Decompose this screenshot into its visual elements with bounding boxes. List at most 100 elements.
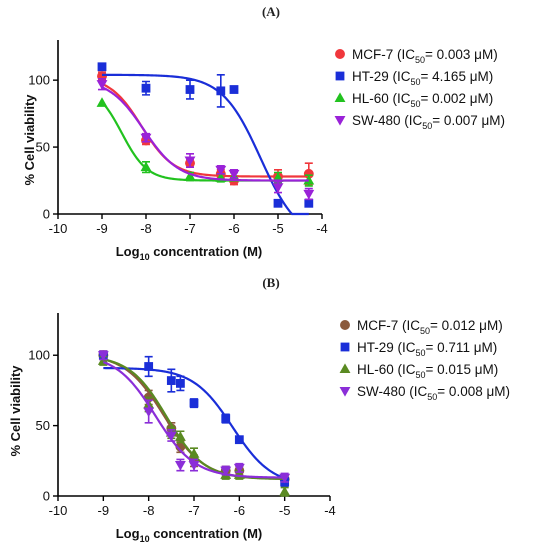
data-point	[273, 198, 283, 208]
data-point	[304, 198, 314, 208]
data-point	[215, 165, 227, 176]
series-ht-29	[97, 62, 314, 216]
data-point	[97, 62, 107, 72]
legend-item-ht-29: HT-29 (IC50= 0.711 μM)	[340, 340, 497, 358]
legend-label: MCF-7 (IC50= 0.003 μM)	[352, 47, 498, 65]
x-tick-label: -4	[324, 503, 336, 518]
data-point	[234, 435, 244, 445]
y-tick-label: 100	[28, 348, 50, 363]
data-point	[174, 431, 186, 441]
legend-item-sw-480: SW-480 (IC50= 0.007 μM)	[334, 113, 505, 131]
data-point	[188, 448, 200, 458]
plot-area: -10 -9 -8 -7 -6 -5 -4 0 50 100	[28, 313, 336, 518]
data-point	[176, 378, 185, 388]
y-tick-label: 0	[43, 489, 50, 504]
data-point	[165, 431, 177, 442]
fit-curve	[101, 82, 309, 178]
legend-label: HT-29 (IC50= 0.711 μM)	[357, 340, 497, 358]
legend-item-mcf-7: MCF-7 (IC50= 0.003 μM)	[335, 47, 498, 65]
series-sw-480	[96, 78, 315, 201]
legend-marker	[339, 387, 351, 397]
data-point	[279, 486, 291, 496]
data-point	[228, 169, 240, 180]
data-point	[166, 376, 176, 385]
panel-a: (A) -10 -9 -8 -7 -6 -5 -4 0 50 100 % Cell viabili…	[22, 4, 505, 262]
series-mcf-7	[97, 71, 314, 186]
data-point	[233, 463, 245, 474]
data-point	[189, 398, 199, 408]
data-point	[96, 80, 108, 90]
fit-curve	[101, 86, 309, 182]
x-tick-label: -7	[188, 503, 200, 518]
data-point	[303, 168, 314, 179]
x-axis-title: Log10 concentration (M)	[116, 526, 263, 543]
x-tick-label: -9	[98, 503, 110, 518]
legend-label: HL-60 (IC50= 0.002 μM)	[352, 91, 493, 109]
data-point	[220, 466, 232, 477]
legend-marker	[334, 92, 346, 102]
legend-marker	[340, 342, 350, 352]
x-tick-label: -6	[228, 221, 240, 236]
data-point	[279, 473, 291, 484]
legend-marker	[339, 363, 351, 373]
data-point	[229, 85, 239, 94]
x-tick-label: -4	[316, 221, 328, 236]
data-point	[272, 183, 284, 193]
plot-area: -10 -9 -8 -7 -6 -5 -4 0 50 100	[28, 40, 328, 236]
data-point	[221, 414, 231, 423]
data-point	[216, 86, 226, 96]
legend: MCF-7 (IC50= 0.012 μM) HT-29 (IC50= 0.711…	[339, 318, 510, 402]
data-point	[143, 407, 155, 418]
legend-marker	[334, 116, 346, 126]
x-tick-label: -5	[279, 503, 291, 518]
y-tick-label: 50	[36, 140, 50, 155]
y-tick-label: 50	[36, 418, 50, 433]
data-point	[144, 362, 154, 371]
data-point	[303, 189, 315, 200]
legend-label: MCF-7 (IC50= 0.012 μM)	[357, 318, 503, 336]
data-point	[188, 461, 200, 471]
data-point	[185, 85, 195, 94]
panel-label: (B)	[262, 275, 279, 290]
legend-item-mcf-7: MCF-7 (IC50= 0.012 μM)	[340, 318, 503, 336]
x-tick-label: -8	[143, 503, 155, 518]
x-tick-label: -7	[184, 221, 196, 236]
data-point	[184, 156, 196, 167]
panel-b: (B) -10 -9 -8 -7 -6 -5 -4 0 50 100 % Cell viabili…	[8, 275, 510, 543]
legend-label: HL-60 (IC50= 0.015 μM)	[357, 362, 498, 380]
x-axis-title: Log10 concentration (M)	[116, 244, 263, 262]
legend-item-ht-29: HT-29 (IC50= 4.165 μM)	[335, 69, 493, 87]
x-tick-label: -8	[140, 221, 152, 236]
legend-marker	[340, 320, 350, 330]
series-ht-29	[98, 350, 290, 487]
series-sw-480	[97, 350, 291, 484]
x-tick-label: -10	[49, 221, 68, 236]
y-axis-title: % Cell viability	[22, 94, 37, 186]
data-point	[140, 161, 152, 172]
legend-item-hl-60: HL-60 (IC50= 0.015 μM)	[339, 362, 498, 380]
legend-item-hl-60: HL-60 (IC50= 0.002 μM)	[334, 91, 493, 109]
legend-label: SW-480 (IC50= 0.007 μM)	[352, 113, 505, 131]
legend-label: SW-480 (IC50= 0.008 μM)	[357, 384, 510, 402]
y-tick-label: 0	[43, 207, 50, 222]
x-tick-label: -9	[96, 221, 108, 236]
data-point	[184, 170, 196, 181]
legend-label: HT-29 (IC50= 4.165 μM)	[352, 69, 493, 87]
legend: MCF-7 (IC50= 0.003 μM) HT-29 (IC50= 4.165…	[334, 47, 505, 131]
legend-marker	[335, 49, 345, 59]
fit-curve	[103, 366, 286, 480]
data-point	[140, 133, 152, 144]
x-tick-label: -5	[272, 221, 284, 236]
x-tick-label: -6	[234, 503, 246, 518]
y-tick-label: 100	[28, 73, 50, 88]
legend-item-sw-480: SW-480 (IC50= 0.008 μM)	[339, 384, 510, 402]
panel-label: (A)	[262, 4, 280, 19]
data-point	[141, 83, 151, 93]
data-point	[96, 97, 108, 107]
data-point	[174, 461, 186, 471]
fit-curve	[102, 73, 309, 216]
legend-marker	[335, 71, 345, 81]
y-axis-title: % Cell viability	[8, 365, 23, 457]
data-point	[97, 351, 109, 361]
